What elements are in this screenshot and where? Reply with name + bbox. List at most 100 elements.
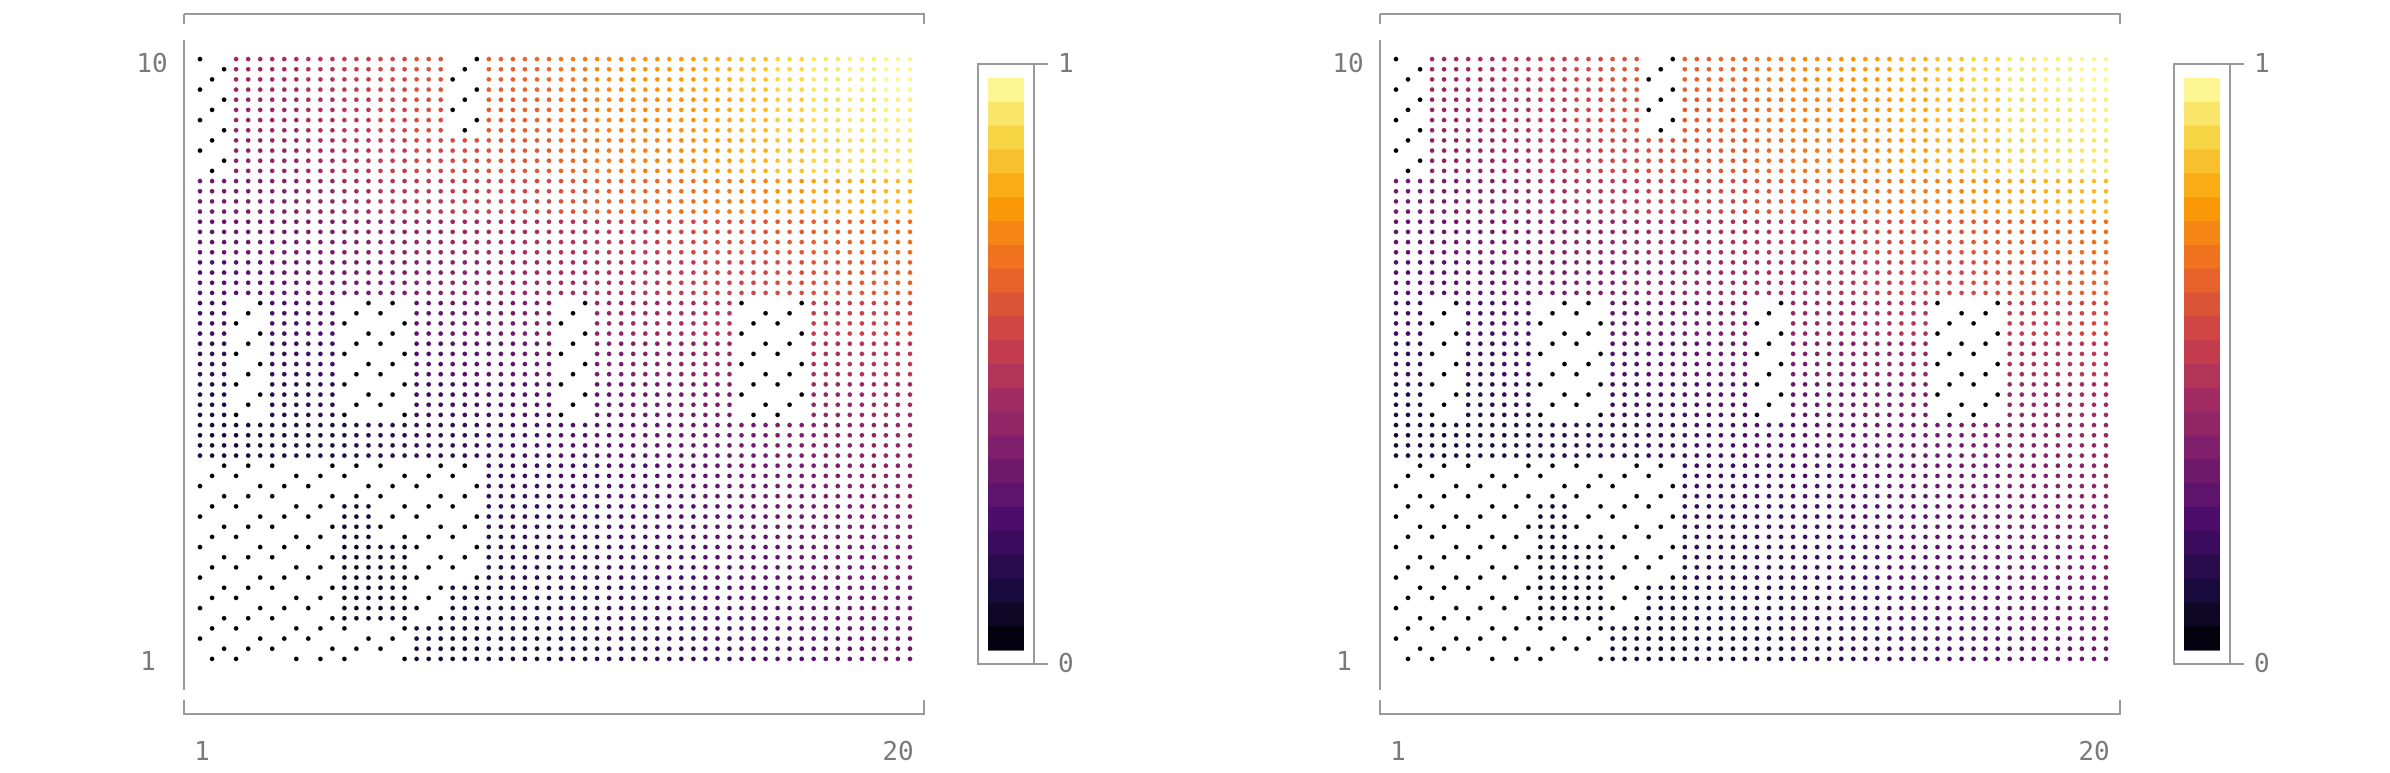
heatmap-dot	[715, 189, 720, 194]
heatmap-dot	[811, 128, 816, 133]
heatmap-dot	[1719, 270, 1724, 275]
heatmap-dot	[811, 77, 816, 82]
heatmap-dot	[1719, 97, 1724, 102]
heatmap-dot	[1959, 67, 1964, 72]
heatmap-dot	[2044, 270, 2049, 275]
heatmap-dot	[2068, 128, 2073, 133]
heatmap-dot	[487, 586, 492, 591]
heatmap-dot	[210, 403, 215, 408]
heatmap-dot	[1707, 128, 1712, 133]
heatmap-dot	[1634, 372, 1639, 377]
heatmap-dot	[487, 433, 492, 438]
heatmap-dot	[908, 321, 913, 326]
heatmap-dot	[1550, 118, 1555, 123]
heatmap-dot	[2104, 362, 2109, 367]
heatmap-dot	[1911, 189, 1916, 194]
heatmap-dot	[1863, 220, 1868, 225]
heatmap-dot	[691, 382, 696, 387]
heatmap-dot	[1875, 108, 1880, 113]
heatmap-dot	[2020, 148, 2025, 153]
heatmap-dot	[571, 626, 576, 631]
heatmap-dot	[1815, 179, 1820, 184]
heatmap-dot	[1646, 77, 1651, 82]
heatmap-dot	[751, 158, 756, 163]
heatmap-dot	[270, 57, 275, 62]
heatmap-dot	[306, 514, 311, 519]
heatmap-dot	[2080, 57, 2085, 62]
heatmap-dot	[1815, 352, 1820, 357]
heatmap-dot	[619, 321, 624, 326]
heatmap-dot	[1598, 148, 1603, 153]
heatmap-dot	[1815, 97, 1820, 102]
heatmap-dot	[655, 423, 660, 428]
heatmap-dot	[775, 596, 780, 601]
heatmap-dot	[1418, 199, 1423, 204]
heatmap-dot	[607, 118, 612, 123]
heatmap-dot	[354, 646, 359, 651]
heatmap-dot	[727, 504, 732, 509]
heatmap-dot	[860, 392, 865, 397]
heatmap-dot	[1418, 128, 1423, 133]
heatmap-dot	[246, 453, 251, 458]
heatmap-dot	[511, 474, 516, 479]
heatmap-dot	[523, 148, 528, 153]
heatmap-dot	[679, 67, 684, 72]
heatmap-dot	[631, 535, 636, 540]
heatmap-dot	[1935, 169, 1940, 174]
heatmap-dot	[631, 646, 636, 651]
heatmap-dot	[1815, 240, 1820, 245]
heatmap-dot	[246, 555, 251, 560]
heatmap-dot	[294, 504, 299, 509]
heatmap-dot	[1430, 230, 1435, 235]
heatmap-dot	[619, 240, 624, 245]
heatmap-dot	[1863, 321, 1868, 326]
heatmap-dot	[2032, 341, 2037, 346]
heatmap-dot	[727, 616, 732, 621]
heatmap-dot	[1743, 301, 1748, 306]
heatmap-dot	[282, 545, 287, 550]
heatmap-dot	[1695, 169, 1700, 174]
heatmap-dot	[258, 108, 263, 113]
heatmap-dot	[1659, 240, 1664, 245]
heatmap-dot	[234, 87, 239, 92]
heatmap-dot	[872, 240, 877, 245]
heatmap-dot	[390, 453, 395, 458]
heatmap-dot	[198, 311, 203, 316]
heatmap-dot	[547, 260, 552, 265]
heatmap-dot	[1875, 260, 1880, 265]
heatmap-dot	[607, 646, 612, 651]
heatmap-dot	[1731, 138, 1736, 143]
heatmap-dot	[643, 626, 648, 631]
heatmap-dot	[896, 463, 901, 468]
heatmap-dot	[1863, 311, 1868, 316]
heatmap-dot	[739, 525, 744, 530]
heatmap-dot	[511, 291, 516, 296]
heatmap-dot	[751, 586, 756, 591]
heatmap-dot	[811, 291, 816, 296]
heatmap-dot	[1851, 97, 1856, 102]
heatmap-dot	[463, 260, 468, 265]
heatmap-dot	[691, 57, 696, 62]
heatmap-dot	[511, 565, 516, 570]
heatmap-dot	[811, 392, 816, 397]
heatmap-dot	[751, 636, 756, 641]
heatmap-dot	[1671, 209, 1676, 214]
heatmap-dot	[571, 372, 576, 377]
heatmap-dot	[884, 321, 889, 326]
heatmap-dot	[727, 606, 732, 611]
heatmap-dot	[787, 209, 792, 214]
heatmap-dot	[1442, 138, 1447, 143]
heatmap-dot	[715, 565, 720, 570]
heatmap-dot	[1947, 199, 1952, 204]
heatmap-dot	[414, 403, 419, 408]
heatmap-dot	[1911, 128, 1916, 133]
heatmap-dot	[1454, 148, 1459, 153]
heatmap-dot	[426, 57, 431, 62]
heatmap-dot	[595, 148, 600, 153]
heatmap-dot	[715, 230, 720, 235]
heatmap-dot	[210, 169, 215, 174]
heatmap-dot	[318, 352, 323, 357]
heatmap-dot	[1911, 281, 1916, 286]
heatmap-dot	[872, 443, 877, 448]
heatmap-dot	[1971, 97, 1976, 102]
